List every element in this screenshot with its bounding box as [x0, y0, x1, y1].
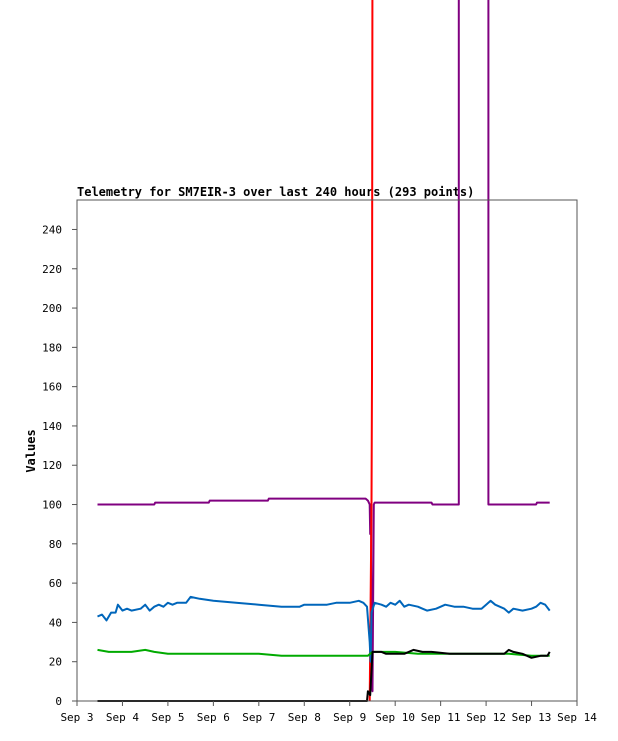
y-tick-label: 100 — [42, 499, 62, 512]
series-line-5 — [97, 648, 551, 702]
x-tick-label: Sep 13 — [512, 711, 552, 724]
y-axis: 0 20 40 60 80 100 120 140 160 180 200 220 240 — [42, 223, 77, 708]
y-tick-label: 20 — [49, 656, 62, 669]
y-tick-label: 140 — [42, 420, 62, 433]
y-tick-label: 0 — [55, 695, 62, 708]
x-tick-label: Sep 11 — [421, 711, 461, 724]
y-tick-label: 40 — [49, 616, 62, 629]
x-tick-label: Sep 14 — [557, 711, 597, 724]
x-tick-label: Sep 5 — [151, 711, 184, 724]
x-tick-label: Sep 4 — [106, 711, 139, 724]
x-tick-label: Sep 6 — [197, 711, 230, 724]
y-tick-label: 160 — [42, 381, 62, 394]
x-tick-label: Sep 12 — [466, 711, 506, 724]
series-layer — [97, 0, 551, 702]
x-tick-label: Sep 9 — [333, 711, 366, 724]
chart-title: Telemetry for SM7EIR-3 over last 240 hou… — [77, 185, 474, 199]
x-axis: Sep 3 Sep 4 Sep 5 Sep 6 Sep 7 Sep 8 Sep 9 Sep 1… — [60, 701, 597, 724]
y-tick-label: 240 — [42, 223, 62, 236]
plot-frame — [76, 199, 578, 702]
y-tick-label: 80 — [49, 538, 62, 551]
y-tick-label: 220 — [42, 263, 62, 276]
series-line-3 — [97, 595, 551, 663]
y-tick-label: 120 — [42, 459, 62, 472]
x-tick-label: Sep 3 — [60, 711, 93, 724]
series-line-1 — [97, 0, 550, 693]
x-tick-label: Sep 10 — [375, 711, 415, 724]
y-tick-label: 60 — [49, 577, 62, 590]
x-tick-label: Sep 7 — [242, 711, 275, 724]
y-tick-label: 180 — [42, 341, 62, 354]
x-tick-label: Sep 8 — [288, 711, 321, 724]
y-tick-label: 200 — [42, 302, 62, 315]
y-axis-label: Values — [24, 429, 38, 472]
